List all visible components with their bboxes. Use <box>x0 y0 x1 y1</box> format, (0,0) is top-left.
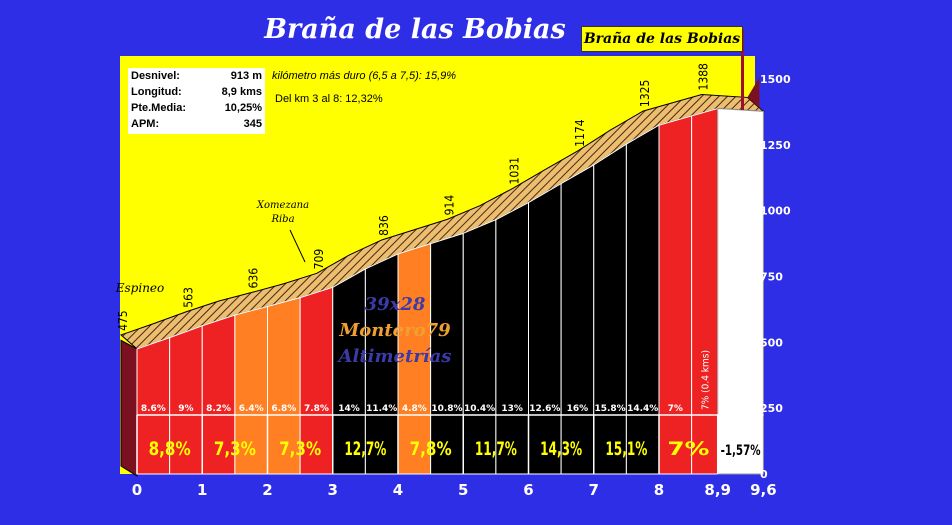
x-tick-label: 4 <box>393 481 403 499</box>
segment-grade-label: 11.4% <box>366 404 397 414</box>
segment-column <box>462 218 497 475</box>
segment-grade-label: 14.4% <box>627 404 658 414</box>
km-average-label: 15,1% <box>605 438 647 460</box>
x-tick-label: 8,9 <box>704 481 731 499</box>
stat-value: 8,9 kms <box>221 86 262 98</box>
km-average-label: 7,8% <box>410 438 452 460</box>
segment-grade-label: 7% <box>668 404 683 414</box>
x-tick-label: 5 <box>458 481 468 499</box>
altitude-label: 836 <box>377 215 391 236</box>
y-tick-label: 1500 <box>760 73 791 86</box>
x-tick-label: 0 <box>132 481 142 499</box>
segment-grade-label: 6.4% <box>239 404 264 414</box>
y-tick-label: 750 <box>760 271 783 284</box>
altitude-label: 1031 <box>508 157 522 184</box>
stat-label: APM: <box>131 118 160 130</box>
km-average-label: 8,8% <box>149 438 191 460</box>
climb-name-tag: Braña de las Bobias <box>581 26 743 52</box>
x-tick-label: 7 <box>589 481 599 499</box>
segment-grade-label: 8.6% <box>141 404 166 414</box>
y-tick-label: 250 <box>760 402 783 415</box>
altitude-label: 914 <box>442 195 456 216</box>
y-tick-label: 1000 <box>760 205 791 218</box>
km-average-label: 7,3% <box>214 438 256 460</box>
altitude-label: 709 <box>312 249 326 270</box>
stat-value: 345 <box>243 118 262 130</box>
x-tick-label: 1 <box>197 481 207 499</box>
segment-column <box>593 143 627 475</box>
segment-grade-label: 4.8% <box>402 404 427 414</box>
stat-value: 913 m <box>230 70 262 82</box>
segment-grade-label: 9% <box>178 404 193 414</box>
segment-grade-label: 10.4% <box>464 404 495 414</box>
km-average-label: -1,57% <box>721 443 761 459</box>
segment-grade-label: 6.8% <box>271 404 296 414</box>
km-average-label: 7,3% <box>279 438 321 460</box>
tag-pole <box>741 30 744 110</box>
profile-side-face <box>120 339 138 477</box>
stat-label: Pte.Media: <box>131 102 187 114</box>
stat-label: Desnivel: <box>131 70 180 82</box>
x-tick-label: 2 <box>262 481 272 499</box>
y-tick-label: 1250 <box>760 139 791 152</box>
km3-8-note: Del km 3 al 8: 12,32% <box>275 93 383 105</box>
segment-grade-label: 7.8% <box>304 404 329 414</box>
altitude-label: 1388 <box>697 63 711 91</box>
hardest-km-note: kilómetro más duro (6,5 a 7,5): 15,9% <box>272 70 457 82</box>
km-average-label: 14,3% <box>540 438 582 460</box>
segment-grade-label: 14% <box>338 404 360 414</box>
place-label-xomezana: Xomezana <box>256 200 309 211</box>
stat-value: 10,25% <box>224 102 262 114</box>
segment-column <box>691 107 719 475</box>
stat-row: Longitud: 8,9 kms <box>128 84 265 100</box>
watermark-text: Montero79 <box>338 320 451 341</box>
stat-row: APM: 345 <box>128 116 265 132</box>
segment-column <box>495 201 529 475</box>
km-average-label: 12,7% <box>344 438 386 460</box>
page-title: Braña de las Bobias <box>264 14 566 45</box>
stat-row: Desnivel: 913 m <box>128 68 265 84</box>
segment-grade-label: 15.8% <box>594 404 625 414</box>
altitude-label: 563 <box>181 287 195 308</box>
altitude-label: 1325 <box>638 80 652 107</box>
km-average-label: 11,7% <box>475 438 517 460</box>
profile-end-cap <box>747 77 764 112</box>
stat-row: Pte.Media: 10,25% <box>128 100 265 116</box>
segment-column <box>560 164 595 475</box>
place-label-espineo: Espineo <box>115 281 165 295</box>
watermark-text: 39x28 <box>365 294 426 315</box>
segment-grade-label: 7% (0.4 kms) <box>701 350 712 410</box>
watermark-text: Altimetrías <box>337 346 452 367</box>
altitude-label: 1174 <box>573 119 587 147</box>
km-average-label: 7% <box>667 438 709 460</box>
x-tick-label: 9,6 <box>750 481 777 499</box>
x-tick-label: 8 <box>654 481 664 499</box>
segment-grade-label: 13% <box>501 404 523 414</box>
segment-grade-label: 8.2% <box>206 404 231 414</box>
altitude-label: 636 <box>247 268 261 289</box>
place-pointer-line <box>289 229 306 263</box>
stats-box: Desnivel: 913 m Longitud: 8,9 kms Pte.Medi… <box>128 68 265 134</box>
place-label-riba: Riba <box>270 214 294 225</box>
segment-grade-label: 16% <box>567 404 589 414</box>
stat-label: Longitud: <box>131 86 182 98</box>
segment-column <box>528 182 562 475</box>
segment-grade-label: 12.6% <box>529 404 560 414</box>
y-tick-label: 500 <box>760 336 783 349</box>
segment-grade-label: 10.8% <box>431 404 462 414</box>
altitude-label: 475 <box>116 310 130 331</box>
x-tick-label: 6 <box>523 481 533 499</box>
segment-column <box>658 115 693 475</box>
segment-column <box>717 108 764 475</box>
x-tick-label: 3 <box>328 481 338 499</box>
y-tick-label: 0 <box>760 468 768 481</box>
segment-column <box>625 124 660 475</box>
